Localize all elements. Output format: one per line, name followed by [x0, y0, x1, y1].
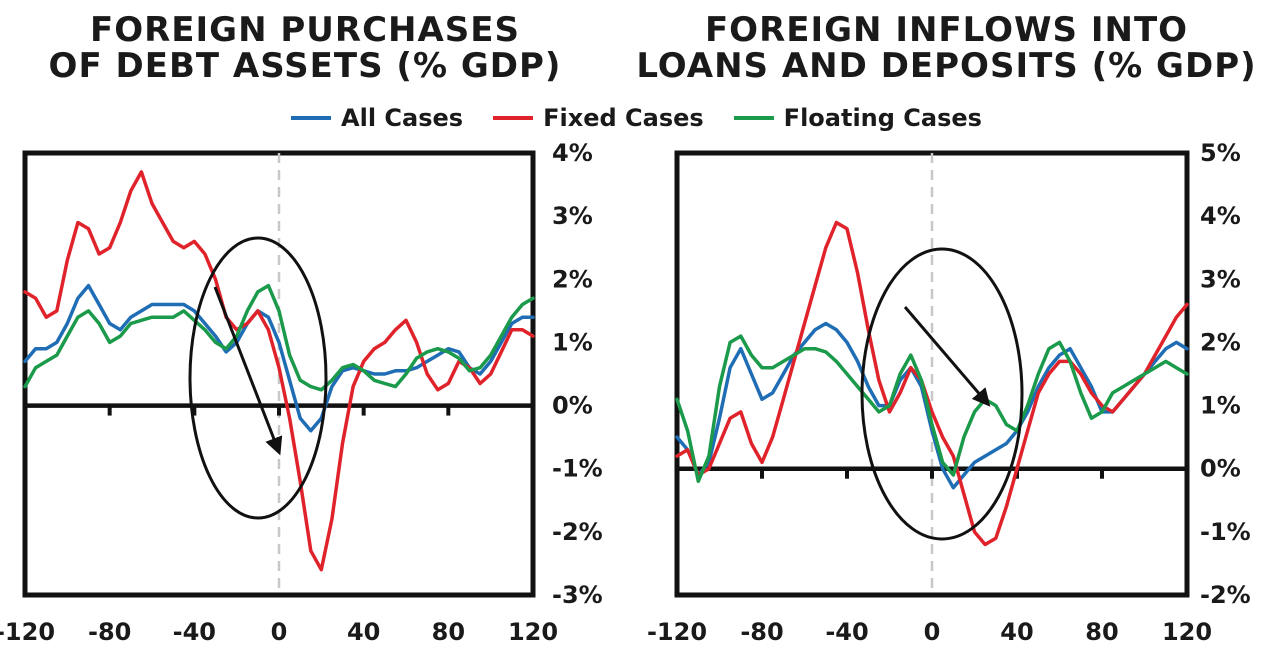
x-tick-label: 120 [508, 618, 558, 646]
x-tick-label: 80 [432, 618, 465, 646]
x-tick-label: -120 [647, 618, 707, 646]
y-tick-label: 4% [552, 139, 593, 167]
legend-swatch-floating-cases [733, 116, 774, 120]
x-tick-label: 40 [347, 618, 380, 646]
legend-swatch-fixed-cases [493, 116, 534, 120]
y-tick-label: 2% [552, 265, 593, 293]
annotation-arrow [213, 286, 283, 456]
x-tick-label: 40 [1000, 618, 1033, 646]
legend-item-fixed-cases: Fixed Cases [493, 104, 704, 132]
legend-label-all-cases: All Cases [341, 104, 464, 132]
y-tick-label: 4% [1200, 202, 1241, 230]
y-tick-label: 2% [1200, 328, 1241, 356]
legend-swatch-all-cases [291, 116, 332, 120]
y-tick-label: -2% [552, 518, 603, 546]
series-line-all-cases [23, 283, 535, 433]
chart-panel-left: -120 -80 -40 0 40 80 120 4% 3% 2% 1% 0% -1% -2% -3% [0, 139, 603, 646]
x-tick-label: 0 [271, 618, 288, 646]
y-tick-label: 1% [1200, 392, 1241, 420]
x-tick-label: -120 [0, 618, 55, 646]
legend-item-floating-cases: Floating Cases [733, 104, 982, 132]
x-tick-label: 0 [924, 618, 941, 646]
y-tick-label: 3% [552, 202, 593, 230]
y-tick-label: 1% [552, 328, 593, 356]
y-tick-label: -2% [1200, 581, 1251, 609]
annotation-ellipse [188, 236, 328, 520]
x-tick-label: 120 [1162, 618, 1212, 646]
legend-label-floating-cases: Floating Cases [783, 104, 982, 132]
y-tick-label: 3% [1200, 265, 1241, 293]
annotation-ellipse [860, 247, 1024, 541]
x-tick-label: -80 [740, 618, 783, 646]
x-tick-label: 80 [1085, 618, 1118, 646]
series-line-floating-cases [23, 283, 535, 392]
legend-label-fixed-cases: Fixed Cases [543, 104, 704, 132]
chart-title-right: FOREIGN INFLOWS INTO LOANS AND DEPOSITS (… [636, 10, 1257, 86]
annotation-arrow [903, 306, 991, 407]
y-tick-label: -1% [1200, 518, 1251, 546]
y-tick-label: 0% [552, 392, 593, 420]
x-tick-label: -80 [88, 618, 131, 646]
chart-title-left: FOREIGN PURCHASES OF DEBT ASSETS (% GDP) [48, 10, 562, 86]
series-line-floating-cases [675, 334, 1189, 484]
series-line-fixed-cases [23, 170, 535, 572]
x-tick-label: -40 [825, 618, 868, 646]
legend: All Cases Fixed Cases Floating Cases [0, 104, 1273, 132]
series-line-fixed-cases [675, 220, 1189, 547]
y-tick-label: -1% [552, 455, 603, 483]
y-tick-label: 0% [1200, 455, 1241, 483]
legend-item-all-cases: All Cases [291, 104, 463, 132]
y-tick-label: -3% [552, 581, 603, 609]
chart-panel-right: -120 -80 -40 0 40 80 120 5% 4% 3% 2% 1% 0% -1% -2% [647, 139, 1251, 646]
y-tick-label: 5% [1200, 139, 1241, 167]
x-tick-label: -40 [173, 618, 216, 646]
